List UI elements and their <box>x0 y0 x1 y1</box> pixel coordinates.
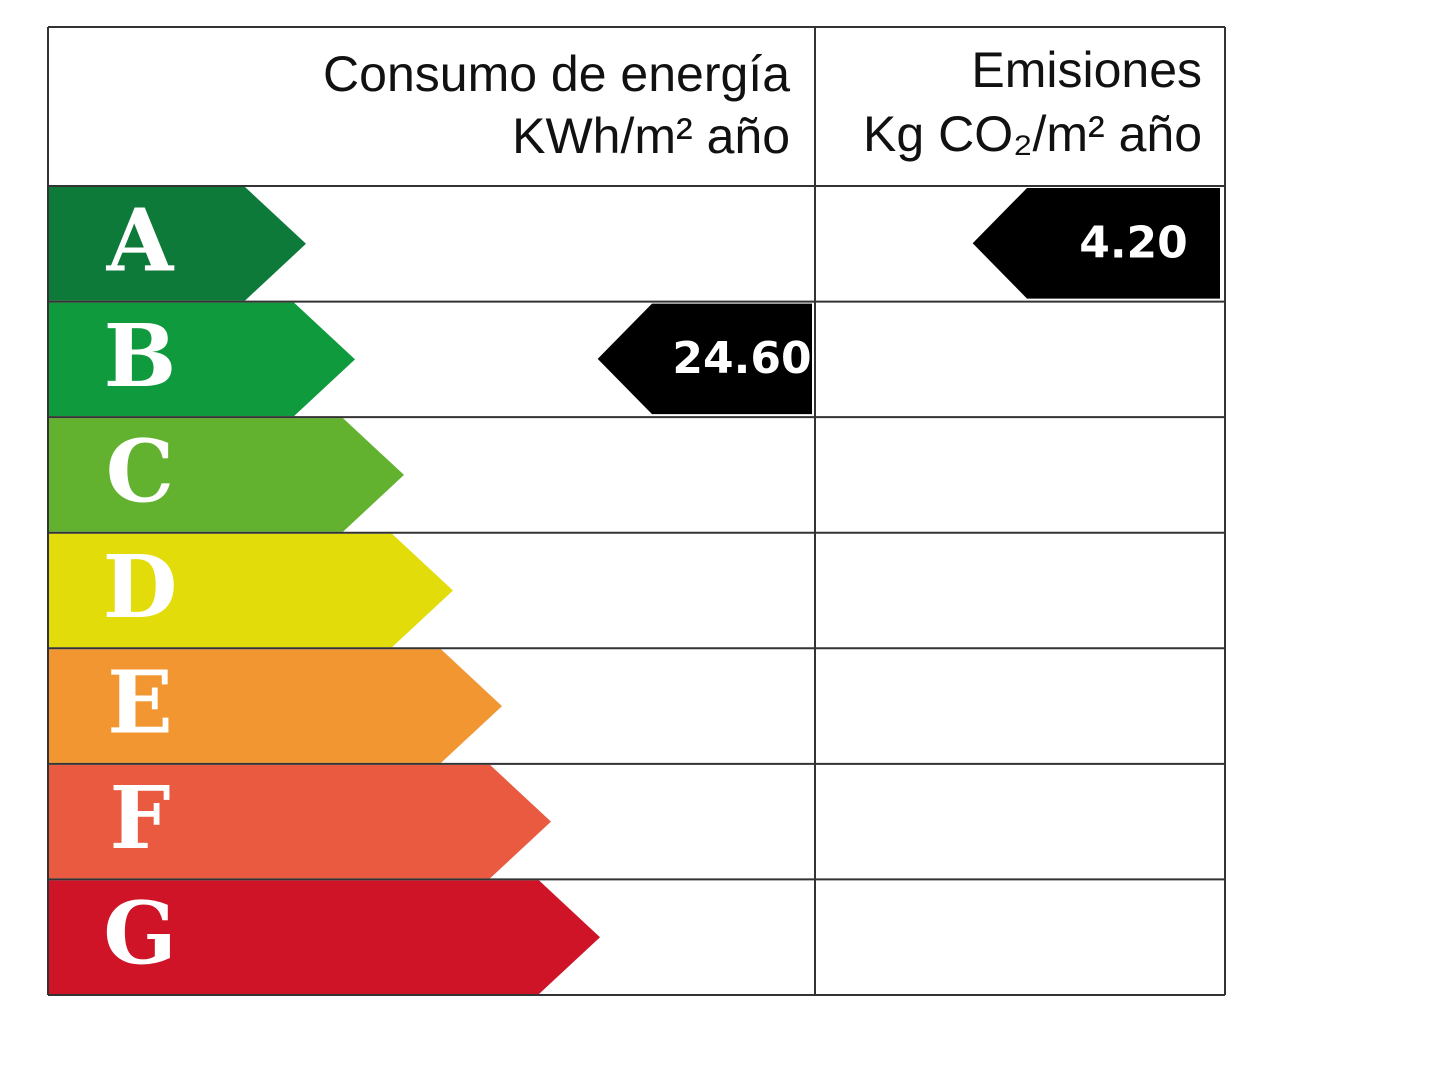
rating-letter: B <box>104 306 177 407</box>
energy-value: 24.60 <box>672 333 811 384</box>
rating-arrow <box>48 880 600 994</box>
energy-title: Consumo de energía <box>323 46 790 102</box>
rating-arrow <box>48 764 551 879</box>
energy-tag <box>597 303 812 415</box>
rating-letter: A <box>106 190 175 291</box>
rating-arrow <box>48 418 404 532</box>
rating-arrow <box>48 302 355 417</box>
emissions-title: Emisiones <box>971 42 1202 98</box>
rating-letter: D <box>103 537 178 638</box>
rating-arrow <box>48 187 306 301</box>
emissions-unit: Kg CO₂/m² año <box>863 106 1202 162</box>
rating-letter: C <box>106 421 174 522</box>
rating-arrow <box>48 649 502 763</box>
emissions-tag <box>972 188 1220 299</box>
rating-letter: G <box>103 884 176 985</box>
rating-letter: F <box>109 768 170 869</box>
energy-unit: KWh/m² año <box>512 108 790 164</box>
emissions-value: 4.20 <box>1079 217 1188 268</box>
rating-arrow <box>48 533 453 648</box>
rating-letter: E <box>107 653 173 754</box>
